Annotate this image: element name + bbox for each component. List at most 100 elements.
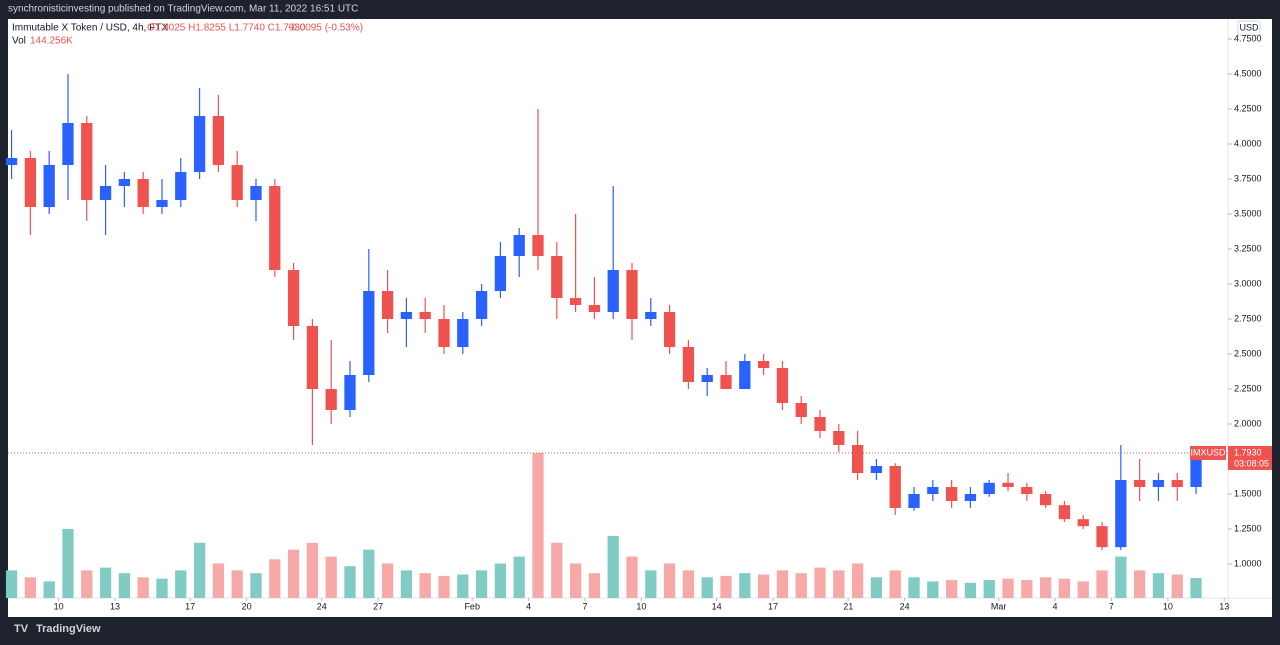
volume-bar bbox=[1115, 556, 1127, 598]
countdown: 03:08:05 bbox=[1234, 458, 1269, 468]
x-tick-label: 4 bbox=[526, 601, 531, 611]
volume-bar bbox=[400, 570, 413, 598]
volume-bar bbox=[607, 535, 619, 598]
volume-bar bbox=[269, 559, 281, 598]
volume-bar bbox=[137, 577, 149, 598]
candle-body bbox=[212, 116, 225, 166]
volume-bar bbox=[381, 563, 394, 598]
volume-bar bbox=[663, 563, 676, 598]
volume-bar bbox=[62, 528, 74, 598]
legend-change: -0.0095 (-0.53%) bbox=[288, 23, 363, 34]
x-tick-label: 10 bbox=[1163, 601, 1173, 611]
candle-body bbox=[193, 116, 206, 173]
last-price-box bbox=[1228, 445, 1272, 470]
candle-body bbox=[870, 465, 883, 473]
volume-bar bbox=[814, 567, 826, 598]
volume-bar bbox=[1190, 578, 1202, 598]
candle-body bbox=[889, 465, 901, 508]
candle-body bbox=[457, 318, 469, 347]
x-tick-label: 21 bbox=[843, 601, 853, 611]
candle-body bbox=[1077, 519, 1089, 527]
candle-body bbox=[851, 444, 864, 473]
y-tick-label: 4.0000 bbox=[1234, 138, 1262, 148]
volume-bar bbox=[212, 563, 225, 598]
volume-bar bbox=[908, 577, 920, 598]
candle-body bbox=[1039, 493, 1052, 506]
candle-body bbox=[682, 346, 695, 382]
candle-body bbox=[833, 430, 845, 445]
volume-bar bbox=[569, 563, 582, 598]
volume-bar bbox=[81, 570, 93, 598]
x-tick-label: 7 bbox=[1109, 601, 1114, 611]
volume-bar bbox=[438, 575, 450, 598]
volume-bar bbox=[1171, 574, 1183, 598]
volume-bar bbox=[851, 563, 864, 598]
volume-bar bbox=[889, 570, 901, 598]
candle-body bbox=[1133, 479, 1146, 487]
volume-bar bbox=[118, 573, 131, 598]
ticker-box bbox=[1190, 445, 1226, 460]
candle-body bbox=[137, 179, 149, 208]
volume-bar bbox=[287, 549, 300, 598]
y-tick-label: 4.7500 bbox=[1234, 33, 1262, 43]
y-tick-label: 3.2500 bbox=[1234, 243, 1262, 253]
candle-body bbox=[1190, 452, 1202, 487]
candle-body bbox=[381, 291, 394, 319]
currency-box bbox=[1237, 20, 1261, 36]
y-tick-label: 3.0000 bbox=[1234, 278, 1262, 288]
volume-bar bbox=[720, 575, 732, 598]
volume-bar bbox=[43, 581, 55, 598]
candle-body bbox=[908, 493, 920, 508]
x-tick-label: 10 bbox=[54, 601, 64, 611]
candle-body bbox=[1096, 526, 1108, 548]
volume-bar bbox=[250, 573, 262, 598]
volume-bar bbox=[475, 570, 488, 598]
volume-value: 144.256K bbox=[30, 36, 73, 47]
candle-body bbox=[739, 360, 751, 389]
legend-ohlc: O1.8025 H1.8255 L1.7740 C1.7930 bbox=[147, 23, 306, 34]
volume-bar bbox=[156, 578, 168, 598]
title: Immutable X Token / USD, 4h, FTX bbox=[12, 23, 168, 34]
volume-bar bbox=[588, 573, 601, 598]
candle-body bbox=[24, 158, 37, 208]
volume-bar bbox=[419, 573, 431, 598]
candle-body bbox=[325, 388, 337, 410]
x-tick-label: 4 bbox=[1053, 601, 1058, 611]
y-tick-label: 2.0000 bbox=[1234, 418, 1262, 428]
candle-body bbox=[927, 486, 939, 494]
volume-bar bbox=[1133, 570, 1146, 598]
x-tick-label: 24 bbox=[900, 601, 910, 611]
y-tick-label: 3.5000 bbox=[1234, 208, 1262, 218]
header: synchronisticinvesting published on Trad… bbox=[8, 4, 358, 15]
volume-bar bbox=[701, 577, 713, 598]
candle-body bbox=[62, 123, 74, 166]
x-tick-label: 17 bbox=[185, 601, 195, 611]
candle-body bbox=[814, 416, 826, 431]
candle-body bbox=[569, 298, 582, 306]
y-tick-label: 1.2500 bbox=[1234, 523, 1262, 533]
candle-body bbox=[945, 486, 958, 501]
volume-bar bbox=[645, 570, 657, 598]
candle-body bbox=[156, 200, 168, 208]
candle-body bbox=[99, 186, 112, 201]
candle-body bbox=[43, 165, 55, 208]
volume-bar bbox=[5, 570, 18, 598]
volume-bar bbox=[532, 453, 544, 598]
candle-body bbox=[645, 311, 657, 319]
volume-bar bbox=[626, 556, 638, 598]
volume-bar bbox=[325, 556, 337, 598]
volume-bar bbox=[964, 582, 977, 598]
volume-bar bbox=[513, 556, 525, 598]
x-tick-label: 27 bbox=[373, 601, 383, 611]
volume-bar bbox=[1039, 577, 1052, 598]
candle-body bbox=[795, 402, 807, 417]
candle-body bbox=[475, 291, 488, 319]
volume-bar bbox=[193, 542, 206, 598]
candle-body bbox=[400, 311, 413, 319]
candle-body bbox=[81, 123, 93, 201]
currency: USD bbox=[1239, 22, 1259, 32]
volume-bar bbox=[833, 570, 845, 598]
brand-logo: TV bbox=[14, 623, 29, 635]
y-tick-label: 2.7500 bbox=[1234, 313, 1262, 323]
